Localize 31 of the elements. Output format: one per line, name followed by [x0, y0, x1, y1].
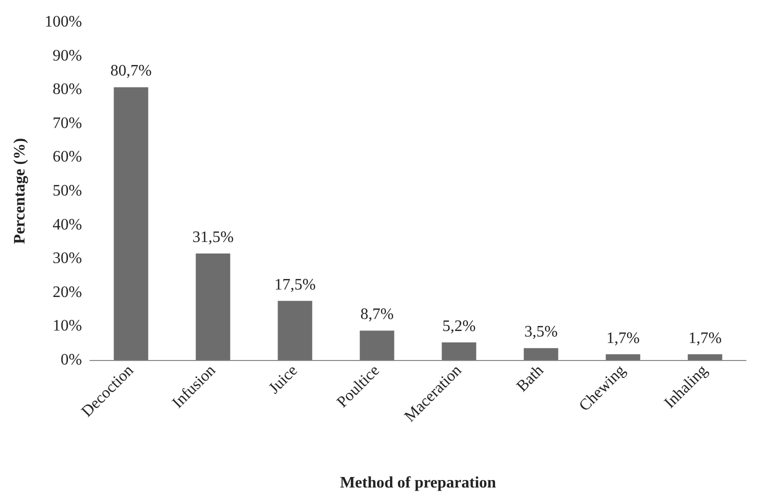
data-label: 3,5% [524, 324, 558, 341]
x-axis-title: Method of preparation [340, 474, 496, 492]
y-tick-label: 90% [52, 47, 82, 64]
x-tick-label: Bath [514, 362, 548, 396]
bar [606, 354, 640, 360]
y-tick-label: 50% [52, 182, 82, 200]
bar [360, 330, 394, 360]
y-tick-label: 40% [52, 216, 82, 234]
y-tick-label: 10% [52, 318, 82, 335]
bar [524, 348, 558, 360]
y-tick-label: 70% [52, 114, 82, 132]
bar [278, 300, 312, 360]
y-tick-label: 0% [60, 352, 82, 368]
y-tick-label: 100% [44, 14, 82, 30]
data-label: 31,5% [192, 229, 234, 246]
x-tick-label: Juice [266, 362, 302, 398]
bar [688, 354, 722, 360]
y-tick-label: 60% [52, 148, 82, 166]
data-label: 80,7% [110, 62, 152, 80]
y-tick-label: 80% [52, 81, 82, 98]
bar [114, 87, 148, 360]
bar [196, 254, 230, 360]
data-label: 8,7% [360, 306, 394, 324]
data-label: 1,7% [688, 330, 722, 347]
bar [442, 342, 476, 360]
y-axis-title: Percentage (%) [12, 138, 28, 244]
y-tick-label: 20% [52, 284, 82, 301]
data-label: 1,7% [606, 330, 640, 347]
data-label: 5,2% [442, 318, 476, 335]
data-label: 17,5% [274, 276, 316, 294]
y-tick-label: 30% [52, 250, 82, 268]
